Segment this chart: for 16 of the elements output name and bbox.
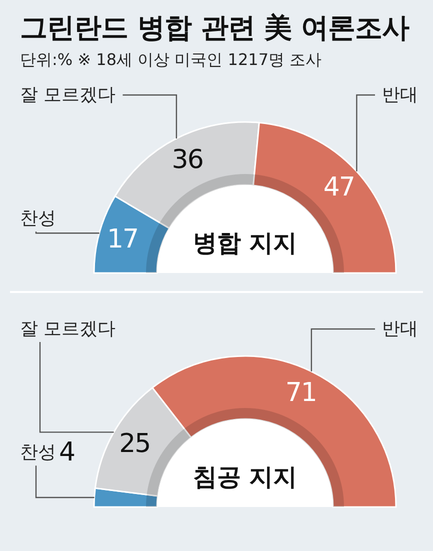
data-label: 17 [106,224,138,254]
slice-label: 잘 모르겠다 [20,84,116,106]
slice-label: 잘 모르겠다 [20,318,116,340]
text: 그린란드 병합 관련 美 여론조사 [20,13,410,44]
text: 병합 지지 [192,229,298,257]
slice-label: 반대 [382,318,418,340]
slice-label: 찬성 [20,208,56,230]
data-label: 71 [285,378,316,408]
slice-label: 찬성 [20,442,56,464]
data-label: 47 [323,172,354,203]
text: 단위:% ※ 18세 이상 미국인 1217명 조사 [20,50,322,69]
data-label: 4 [59,438,75,468]
slice-label: 반대 [382,84,418,106]
data-label: 36 [172,144,203,175]
data-label: 25 [119,429,150,460]
text: 침공 지지 [192,463,298,491]
